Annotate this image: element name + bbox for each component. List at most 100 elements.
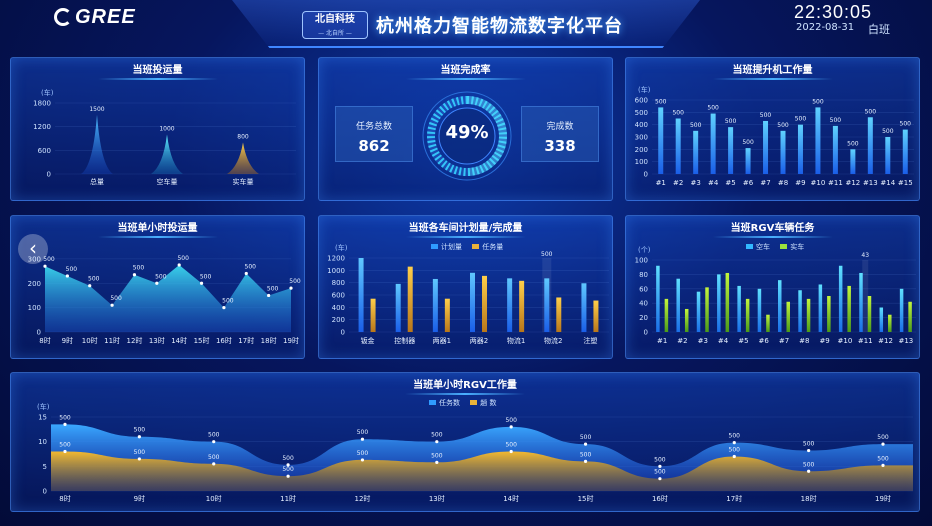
data-point [137,435,141,439]
data-point [137,457,141,461]
data-point [732,454,736,459]
gauge-core [438,107,496,165]
data-label: 500 [133,265,145,272]
panel-rgv: 当班RGV车辆任务 空车 实车 0 20 40 60 80 100 (个) #1 #2 #3 #4 #… [625,215,920,359]
panel-completion: 当班完成率 任务总数 862 49% 完成数 338 [318,57,613,201]
data-point [435,460,439,464]
data-label: 500 [725,118,737,125]
x-tick-label: 18时 [261,336,277,345]
prev-button[interactable]: ‹ [18,234,48,264]
data-label: 43 [861,252,869,259]
y-tick-label: 0 [644,171,648,179]
data-label: 500 [134,449,146,456]
data-label: 500 [672,110,684,117]
y-tick-label: 1800 [33,100,51,108]
logo-text: GREE [75,6,136,28]
data-label: 500 [777,122,789,129]
bar-mark [757,288,762,332]
data-label: 500 [505,417,517,424]
data-label: 500 [110,295,122,302]
data-point [286,474,290,478]
y-tick-label: 15 [38,414,47,422]
x-tick-label: 19时 [283,336,299,345]
x-tick-label: 控制器 [394,336,415,345]
bar-mark [867,117,873,174]
total-tasks-value: 862 [358,137,390,155]
data-point [286,463,290,467]
bar-mark [544,278,550,332]
bar-mark [676,278,680,332]
x-tick-label: #10 [811,179,826,187]
x-tick-label: #8 [778,179,788,187]
data-label: 500 [282,466,294,473]
x-tick-label: 18时 [801,494,817,503]
data-point [63,422,67,426]
bar-mark [728,127,734,174]
y-tick-label: 10 [38,438,47,446]
data-label: 500 [222,298,234,305]
x-tick-label: 12时 [354,494,370,503]
x-tick-label: #2 [677,337,687,345]
x-tick-label: #4 [708,179,719,187]
brand-name: 北自科技 [315,14,355,25]
panel-hourly-input: 当班单小时投运量 0 100 200 300 500 8时 500 9时 500 10时 500 11… [10,215,305,359]
data-label: 500 [208,432,220,439]
y-tick-label: 1200 [33,123,51,131]
legend-empty: 空车 [756,243,770,251]
data-label: 500 [155,273,167,280]
bar-mark [778,280,782,332]
legend-swatch [431,244,438,249]
y-tick-label: 100 [635,158,648,166]
y-tick-label: 0 [43,488,47,496]
lift-chart: 0 100 200 300 400 500 600 (车) 500 #1 500 #2 500 #3 500… [635,85,914,187]
data-point [43,264,47,268]
data-label: 500 [830,117,842,124]
done-tasks-box: 完成数 338 [521,106,599,162]
x-tick-label: #3 [698,337,708,345]
y-tick-label: 600 [332,292,345,300]
y-tick-label: 300 [28,255,41,263]
data-point [212,462,216,466]
bar-mark [832,125,838,174]
legend-task: 任务量 [482,243,504,251]
bar-mark [593,300,599,332]
bar-mark [710,113,716,174]
x-tick-label: #8 [799,337,809,345]
bar-mark [717,274,721,332]
data-point [212,440,216,444]
panel-rgv-hourly: 当班单小时RGV工作量 任务数 趟 数 0 5 10 15 (车) 500 500 8时 500… [10,372,920,512]
x-tick-label: 16时 [216,336,232,345]
data-point [267,293,271,298]
data-label: 500 [580,434,592,441]
data-point [360,437,365,441]
x-tick-label: #9 [795,179,805,187]
panel-lift: 当班提升机工作量 0 100 200 300 400 500 600 (车) 500 #1 500 #… [625,57,920,201]
data-label: 500 [882,128,894,135]
bar-mark [745,298,750,332]
x-tick-label: 实车量 [233,177,254,186]
bar-mark [780,130,786,174]
x-tick-label: #1 [657,337,667,345]
done-tasks-label: 完成数 [546,122,574,132]
area-mark [45,264,291,332]
x-tick-label: 14时 [503,494,519,503]
y-unit-label: (车) [638,85,651,94]
legend-trips: 趟 数 [480,399,497,407]
bar-mark [519,280,525,332]
data-label: 500 [795,116,807,123]
spike-mark [227,142,259,174]
legend-plan: 计划量 [441,243,462,251]
data-point [177,263,181,267]
data-point [360,458,365,462]
data-label: 500 [59,414,71,421]
x-tick-label: 17时 [238,336,254,345]
x-tick-label: 17时 [726,494,742,503]
y-tick-label: 400 [635,121,648,129]
x-tick-label: 16时 [652,494,668,503]
x-tick-label: #13 [863,179,878,187]
bar-mark [656,265,660,332]
gree-logo: GREE [54,6,136,29]
bar-mark [879,307,884,332]
spike-mark [151,134,183,174]
